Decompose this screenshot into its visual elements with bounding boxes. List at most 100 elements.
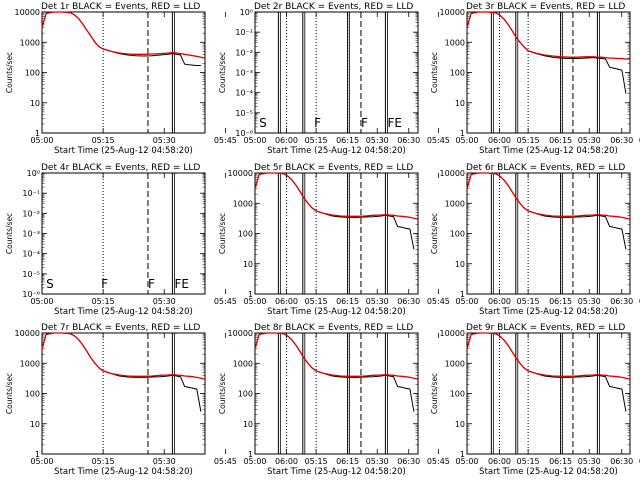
x-tick-label: 05:45 — [639, 457, 640, 466]
x-tick-label: 06:15 — [336, 297, 359, 306]
y-tick-label: 1 — [35, 129, 40, 138]
y-tick-label: 1000 — [20, 38, 40, 47]
x-tick-label: 06:30 — [397, 457, 420, 466]
flag-marker: FE — [387, 116, 401, 130]
y-tick-label: 100 — [450, 230, 465, 239]
y-tick-label: 10⁰ — [240, 8, 253, 17]
y-axis-label: Counts/sec — [5, 213, 14, 254]
y-tick-label: 10 — [455, 99, 465, 108]
y-tick-label: 10000 — [440, 329, 465, 338]
x-axis-label: Start Time (25-Aug-12 04:58:20) — [267, 146, 406, 156]
panel-title: Det 4r BLACK = Events, RED = LLD — [41, 163, 200, 173]
plot-frame — [254, 172, 419, 295]
y-tick-label: 10000 — [228, 169, 253, 178]
y-tick-label: 1000 — [445, 199, 465, 208]
y-axis-label: Counts/sec — [5, 373, 14, 414]
y-tick-label: 10⁻⁵ — [22, 270, 40, 279]
y-tick-label: 10⁰ — [27, 169, 40, 178]
x-tick-label: 05:45 — [214, 297, 237, 306]
x-tick-label: 05:15 — [305, 136, 328, 145]
plot-frame — [254, 332, 419, 455]
x-axis-label: Start Time (25-Aug-12 04:58:20) — [54, 307, 193, 317]
y-tick-label: 10⁻¹ — [22, 189, 40, 198]
y-tick-label: 10000 — [440, 169, 465, 178]
series-lld — [466, 332, 631, 380]
flag-marker: F — [101, 277, 108, 291]
y-tick-label: 1 — [248, 450, 253, 459]
y-tick-label: 10 — [243, 420, 253, 429]
panel-det-8r: Det 8r BLACK = Events, RED = LLD11010010… — [218, 323, 633, 477]
y-tick-label: 10 — [30, 99, 40, 108]
x-tick-label: 06:00 — [275, 136, 298, 145]
x-axis-label: Start Time (25-Aug-12 04:58:20) — [479, 467, 618, 477]
x-tick-label: 05:45 — [427, 457, 450, 466]
panel-title: Det 3r BLACK = Events, RED = LLD — [466, 2, 625, 12]
y-tick-label: 100 — [450, 390, 465, 399]
flag-marker: F — [148, 277, 155, 291]
x-tick-label: 06:30 — [397, 297, 420, 306]
y-tick-label: 1000 — [445, 38, 465, 47]
series-events — [466, 332, 627, 412]
panel-det-9r: Det 9r BLACK = Events, RED = LLD 1 10 100 10… — [430, 323, 640, 477]
x-tick-label: 05:45 — [427, 297, 450, 306]
flag-marker: S — [259, 116, 267, 130]
x-tick-label: 05:00 — [243, 136, 266, 145]
y-axis-label: Counts/sec — [218, 213, 227, 254]
x-tick-label: 05:30 — [366, 457, 389, 466]
x-axis-label: Start Time (25-Aug-12 04:58:20) — [267, 307, 406, 317]
y-axis-label: Counts/sec — [430, 213, 439, 254]
x-axis-label: Start Time (25-Aug-12 04:58:20) — [54, 146, 193, 156]
x-tick-label: 05:30 — [153, 136, 176, 145]
y-tick-label: 10⁻⁴ — [235, 89, 253, 98]
x-tick-label: 05:00 — [30, 457, 53, 466]
x-tick-label: 06:15 — [336, 136, 359, 145]
x-tick-label: 05:15 — [305, 457, 328, 466]
x-tick-label: 05:30 — [153, 297, 176, 306]
y-tick-label: 10⁻⁶ — [235, 129, 253, 138]
y-tick-label: 100 — [450, 69, 465, 78]
panel-title: Det 7r BLACK = Events, RED = LLD — [41, 323, 200, 333]
y-tick-label: 10000 — [15, 8, 40, 17]
y-tick-label: 10 — [455, 260, 465, 269]
x-tick-label: 05:45 — [639, 136, 640, 145]
series-events — [466, 11, 627, 94]
series-lld — [41, 11, 206, 59]
y-tick-label: 100 — [238, 230, 253, 239]
y-tick-label: 10⁻⁵ — [235, 109, 253, 118]
x-tick-label: 06:30 — [610, 136, 633, 145]
series-events — [41, 11, 201, 66]
x-tick-label: 05:00 — [30, 297, 53, 306]
y-tick-label: 10⁻³ — [235, 69, 253, 78]
y-tick-label: 10 — [455, 420, 465, 429]
panel-title: Det 2r BLACK = Events, RED = LLD — [254, 2, 413, 12]
panel-det-1r: Det 1r BLACK = Events, RED = LLD 1 10 100 10… — [5, 2, 420, 156]
series-events — [41, 332, 202, 412]
panel-title: Det 1r BLACK = Events, RED = LLD — [41, 2, 200, 12]
x-tick-label: 06:15 — [549, 136, 572, 145]
y-axis-label: Counts/sec — [430, 373, 439, 414]
y-tick-label: 10000 — [440, 8, 465, 17]
plot-frame — [41, 11, 206, 134]
x-tick-label: 06:00 — [488, 297, 511, 306]
series-lld — [466, 11, 630, 60]
x-tick-label: 05:15 — [92, 457, 115, 466]
y-tick-label: 1 — [248, 290, 253, 299]
y-axis-label: Counts/sec — [218, 52, 227, 93]
y-axis-label: Counts/sec — [5, 52, 14, 93]
x-axis-label: Start Time (25-Aug-12 04:58:20) — [54, 467, 193, 477]
x-tick-label: 05:00 — [243, 297, 266, 306]
y-tick-label: 100 — [25, 69, 40, 78]
x-tick-label: 05:15 — [92, 136, 115, 145]
x-tick-label: 05:00 — [455, 136, 478, 145]
x-tick-label: 06:15 — [549, 297, 572, 306]
x-tick-label: 06:30 — [610, 457, 633, 466]
y-tick-label: 1000 — [445, 359, 465, 368]
y-tick-label: 10⁻⁴ — [22, 250, 40, 259]
x-tick-label: 06:00 — [275, 457, 298, 466]
y-tick-label: 10000 — [228, 329, 253, 338]
y-tick-label: 10⁻⁶ — [22, 290, 40, 299]
x-tick-label: 05:15 — [92, 297, 115, 306]
